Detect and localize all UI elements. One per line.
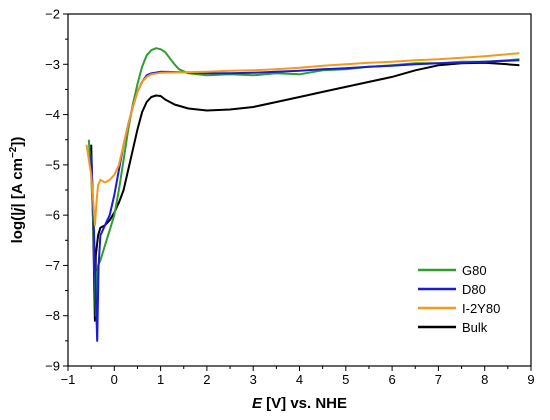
- y-tick-label: −6: [45, 208, 60, 223]
- y-axis-title-italic: j: [9, 207, 26, 214]
- y-axis-title-prefix: log(|: [9, 212, 26, 244]
- plot-frame: [67, 13, 532, 367]
- y-tick-label: −4: [45, 107, 60, 122]
- series-line-d80: [90, 59, 520, 342]
- x-tick-label: 3: [250, 372, 257, 387]
- y-tick-labels: −9 −8 −7 −6 −5 −4 −3 −2: [45, 7, 60, 374]
- x-axis-title: E [V] vs. NHE: [252, 395, 347, 412]
- x-tick-label: 5: [342, 372, 349, 387]
- y-tick-label: −3: [45, 57, 60, 72]
- x-tick-label: 2: [203, 372, 210, 387]
- x-tick-label: 4: [296, 372, 303, 387]
- y-axis-title-sup: −2: [8, 146, 19, 158]
- x-tick-label: 6: [388, 372, 395, 387]
- y-tick-label: −2: [45, 7, 60, 22]
- x-tick-label: 9: [527, 372, 534, 387]
- y-axis-title-suffix: ]): [9, 137, 26, 147]
- x-tick-label: −1: [61, 372, 76, 387]
- series-lines: [85, 47, 520, 342]
- y-tick-label: −9: [45, 359, 60, 374]
- y-tick-label: −7: [45, 258, 60, 273]
- x-tick-labels: −1 0 1 2 3 4 5 6 7 8 9: [61, 372, 535, 387]
- y-axis-title: log(|j| [A cm−2]): [8, 137, 26, 244]
- legend-label: I-2Y80: [462, 301, 500, 316]
- x-axis-title-italic: E: [252, 395, 263, 412]
- y-axis-title-mid: | [A cm: [9, 158, 26, 207]
- legend-label: D80: [462, 282, 486, 297]
- legend: G80 D80 I-2Y80 Bulk: [418, 263, 500, 335]
- legend-label: G80: [462, 263, 487, 278]
- x-tick-label: 1: [157, 372, 164, 387]
- x-tick-label: 7: [435, 372, 442, 387]
- series-line-i-2y80: [85, 52, 520, 227]
- x-tick-label: 0: [111, 372, 118, 387]
- x-tick-label: 8: [481, 372, 488, 387]
- y-tick-label: −5: [45, 157, 60, 172]
- x-axis-title-rest: [V] vs. NHE: [262, 395, 347, 412]
- series-line-bulk: [90, 61, 520, 322]
- series-line-g80: [87, 47, 520, 317]
- legend-label: Bulk: [462, 320, 488, 335]
- y-tick-label: −8: [45, 308, 60, 323]
